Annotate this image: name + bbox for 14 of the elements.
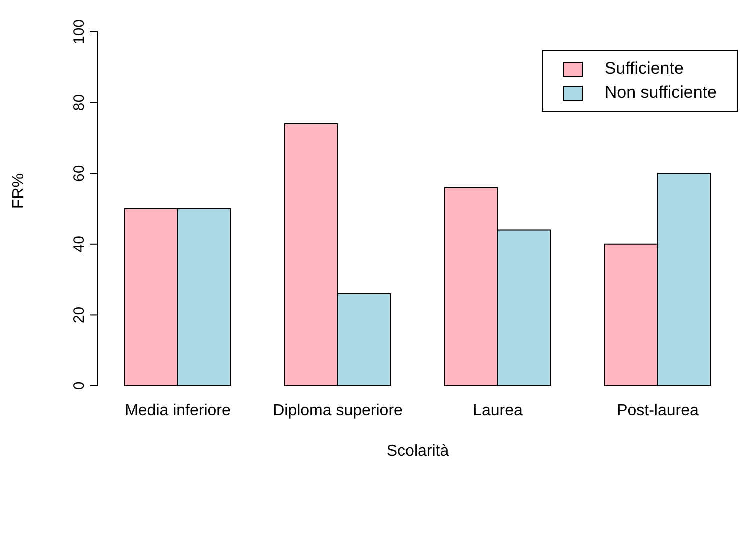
x-tick-label: Media inferiore [125,402,232,420]
x-tick-label: Laurea [473,402,524,420]
y-tick-label: 0 [71,382,88,390]
y-tick-label: 80 [71,94,88,112]
x-axis-title: Scolarità [386,443,450,460]
x-tick-label: Post-laurea [617,402,700,420]
y-tick-label: 40 [71,236,88,253]
legend-label: Sufficiente [604,59,684,79]
legend-label: Non sufficiente [604,83,717,103]
y-tick-label: 60 [71,165,88,182]
y-axis-title: FR% [10,173,28,209]
y-tick-label: 100 [71,19,88,45]
y-tick-label: 20 [71,306,88,324]
x-tick-label: Diploma superiore [273,402,404,420]
